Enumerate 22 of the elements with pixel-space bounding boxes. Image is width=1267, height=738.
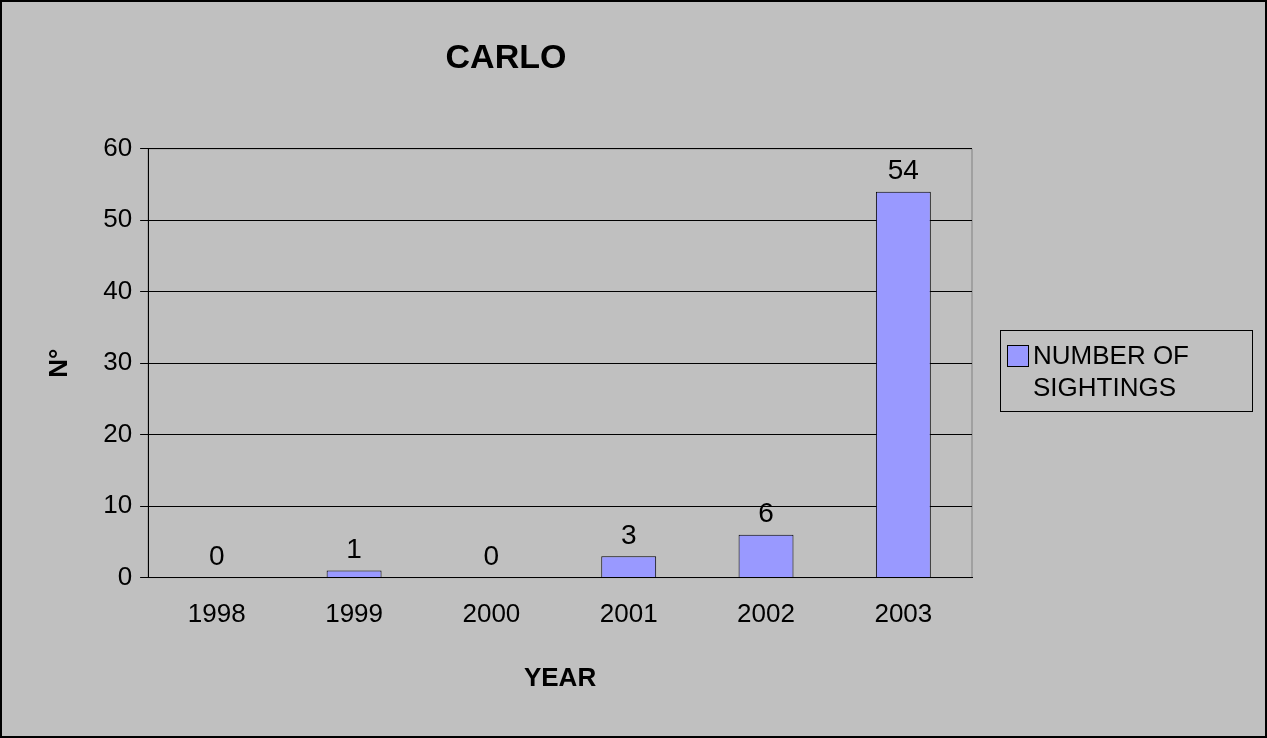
y-tick-label: 40 (103, 274, 133, 305)
legend-label: NUMBER OF SIGHTINGS (1033, 339, 1190, 403)
x-tick-label: 1999 (325, 598, 384, 629)
y-tick-label: 0 (117, 560, 133, 591)
y-tick-label: 10 (103, 489, 133, 520)
data-label: 1 (346, 533, 362, 565)
y-tick-label: 60 (103, 131, 133, 162)
data-label: 0 (483, 540, 500, 572)
data-label: 3 (620, 518, 637, 550)
x-tick-label: 2000 (462, 598, 521, 629)
x-tick-label: 2001 (599, 598, 658, 629)
chart-title: CARLO (445, 36, 567, 75)
y-tick-label: 20 (103, 417, 133, 448)
data-label: 54 (887, 154, 919, 186)
y-tick-label: 50 (103, 203, 133, 234)
x-tick-label: 1998 (187, 598, 246, 629)
y-axis-title: N° (42, 348, 73, 378)
data-label: 0 (208, 540, 225, 572)
x-tick-label: 2003 (874, 598, 933, 629)
x-axis-title: YEAR (523, 661, 597, 692)
x-tick-label: 2002 (737, 598, 795, 629)
y-tick-label: 30 (103, 346, 133, 377)
